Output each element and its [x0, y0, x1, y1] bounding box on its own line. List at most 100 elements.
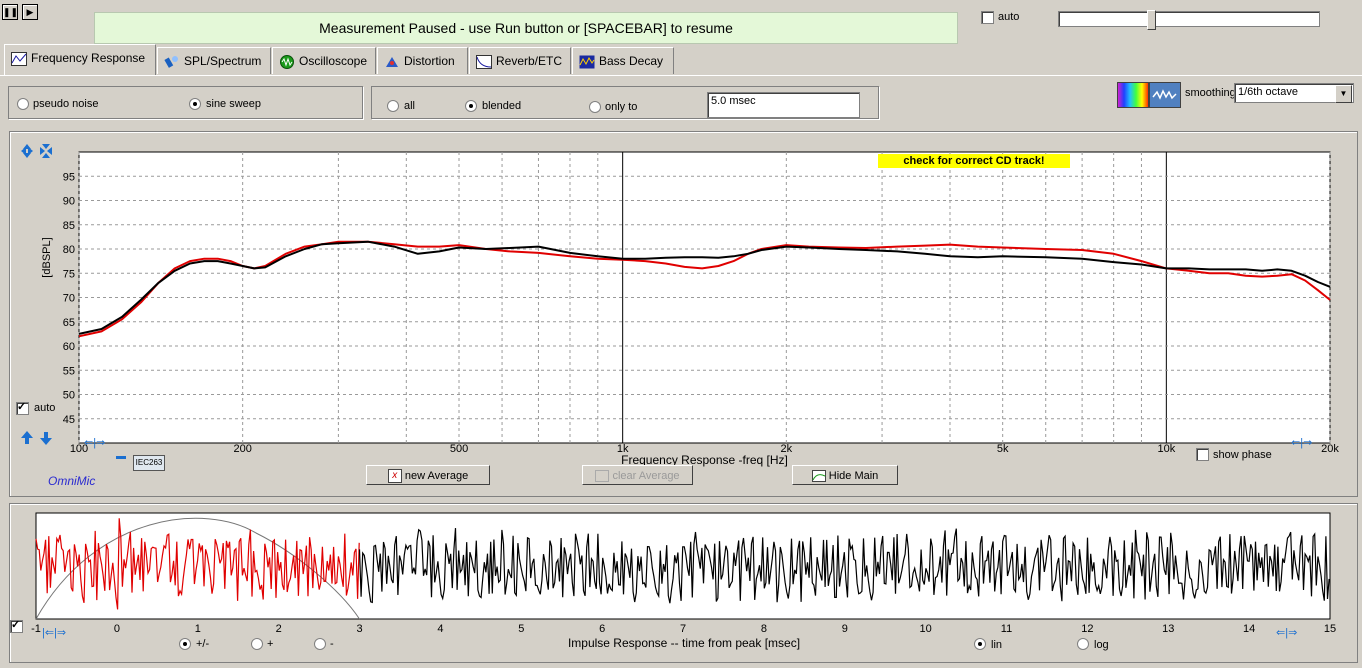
x-tick-label: 1k: [617, 443, 629, 455]
scale-log-label: log: [1094, 639, 1109, 651]
pan-left-arrows[interactable]: ⇐|⇒: [84, 437, 106, 449]
impulse-x-tick-label: 4: [437, 623, 443, 635]
window-only-to-radio[interactable]: [589, 101, 601, 113]
iec-marker: [116, 456, 126, 459]
cd-track-warning: check for correct CD track!: [878, 154, 1070, 168]
bass-decay-icon: [579, 55, 595, 69]
sine-sweep-radio[interactable]: [189, 98, 201, 110]
new-average-button[interactable]: x new Average: [366, 465, 490, 485]
freq-response-icon: [11, 51, 27, 66]
spectrogram-icon: [1152, 89, 1177, 100]
impulse-x-tick-label: 2: [276, 623, 282, 635]
oscilloscope-icon: [280, 54, 294, 69]
impulse-x-tick-label: 7: [680, 623, 686, 635]
impulse-pan-left-arrows[interactable]: |⇐|⇒: [42, 627, 67, 639]
impulse-x-tick-label: 6: [599, 623, 605, 635]
polarity-both-radio[interactable]: [179, 638, 191, 650]
scale-log-radio[interactable]: [1077, 638, 1089, 650]
x-axis-label: Frequency Response -freq [Hz]: [621, 453, 788, 467]
tab-bass-decay[interactable]: Bass Decay: [572, 47, 674, 74]
show-phase-checkbox[interactable]: [1196, 448, 1209, 461]
signal-group: [8, 86, 363, 119]
curve-icon: [811, 470, 826, 483]
tab-oscilloscope[interactable]: Oscilloscope: [272, 47, 376, 74]
polarity-plus-label: +: [267, 638, 274, 650]
spectrogram-button[interactable]: [1149, 82, 1181, 108]
pseudo-noise-radio[interactable]: [17, 98, 29, 110]
spl-icon: [164, 55, 178, 68]
polarity-minus-radio[interactable]: [314, 638, 326, 650]
impulse-pan-right-arrows[interactable]: ⇐|⇒: [1276, 627, 1298, 639]
impulse-x-tick-label: 11: [1001, 623, 1012, 635]
clear-average-button[interactable]: clear Average: [582, 465, 693, 485]
auto-scale-checkbox[interactable]: [16, 400, 29, 415]
tab-distortion[interactable]: Distortion: [377, 47, 468, 74]
impulse-x-tick-label: 9: [842, 623, 848, 635]
impulse-panel: [9, 503, 1358, 663]
auto-scale-label: auto: [34, 402, 56, 414]
tab-label: Oscilloscope: [299, 54, 368, 68]
impulse-x-tick-label: 0: [114, 623, 120, 635]
x-tick-label: 500: [450, 443, 468, 455]
expand-icon: [21, 144, 33, 158]
window-curve: [35, 517, 360, 620]
iec-badge[interactable]: IEC263: [133, 455, 165, 471]
show-phase-label: show phase: [1213, 449, 1272, 461]
zoom-y-icons[interactable]: [20, 143, 60, 161]
scale-lin-radio[interactable]: [974, 638, 986, 650]
arrow-down-icon: [40, 432, 52, 445]
impulse-x-tick-label: 13: [1162, 623, 1174, 635]
auto-checkbox[interactable]: [981, 11, 994, 24]
smoothing-label: smoothing: [1185, 87, 1236, 99]
window-all-label: all: [404, 100, 416, 112]
clear-icon: [595, 470, 610, 483]
new-average-label: new Average: [404, 470, 469, 482]
y-tick-label: 95: [63, 171, 75, 183]
remainder-waveform: [358, 528, 1330, 604]
tab-divider: [0, 75, 1362, 76]
waterfall-button[interactable]: [1117, 82, 1149, 108]
tab-spl-spectrum[interactable]: SPL/Spectrum: [157, 47, 271, 74]
sine-sweep-label: sine sweep: [206, 98, 262, 110]
polarity-both-label: +/-: [196, 638, 210, 650]
x-tick-label: 10k: [1157, 443, 1175, 455]
main-curve: [78, 240, 1331, 335]
impulse-checkbox[interactable]: [10, 618, 23, 633]
window-blended-radio[interactable]: [465, 100, 477, 112]
impulse-x-axis-label: Impulse Response -- time from peak [msec…: [568, 636, 800, 650]
tab-label: Distortion: [404, 54, 455, 68]
window-time-input[interactable]: 5.0 msec: [707, 92, 860, 118]
polarity-plus-radio[interactable]: [251, 638, 263, 650]
shift-y-icons[interactable]: [20, 430, 56, 446]
play-button[interactable]: ▶: [22, 4, 38, 20]
y-tick-label: 80: [63, 244, 75, 256]
y-tick-label: 60: [63, 341, 75, 353]
tab-reverb-etc[interactable]: Reverb/ETC: [469, 47, 571, 74]
hide-main-button[interactable]: Hide Main: [792, 465, 898, 485]
pause-button[interactable]: ❚❚: [2, 4, 18, 20]
y-tick-label: 55: [63, 365, 75, 377]
window-all-radio[interactable]: [387, 100, 399, 112]
auto-label: auto: [998, 11, 1020, 23]
smoothing-select[interactable]: 1/6th octave ▼: [1234, 83, 1354, 103]
level-slider[interactable]: [1058, 10, 1320, 30]
status-message: Measurement Paused - use Run button or […: [94, 12, 958, 44]
arrow-up-icon: [21, 431, 33, 444]
y-tick-label: 85: [63, 220, 75, 232]
x-tick-label: 100: [70, 443, 88, 455]
scale-lin-label: lin: [991, 639, 1003, 651]
x-tick-label: 200: [233, 443, 251, 455]
impulse-x-tick-label: 12: [1081, 623, 1093, 635]
tab-frequency-response[interactable]: Frequency Response: [4, 44, 156, 75]
pan-right-arrows[interactable]: ⇐|⇒: [1291, 437, 1313, 449]
polarity-minus-label: -: [330, 638, 334, 650]
window-blended-label: blended: [482, 100, 522, 112]
impulse-x-tick-label: 8: [761, 623, 767, 635]
impulse-x-tick-label: 14: [1243, 623, 1255, 635]
slider-thumb[interactable]: [1147, 10, 1156, 30]
pause-icon: ❚❚: [3, 7, 19, 17]
y-tick-label: 50: [63, 390, 75, 402]
impulse-x-tick-label: 3: [356, 623, 362, 635]
windowed-waveform: [35, 518, 360, 610]
